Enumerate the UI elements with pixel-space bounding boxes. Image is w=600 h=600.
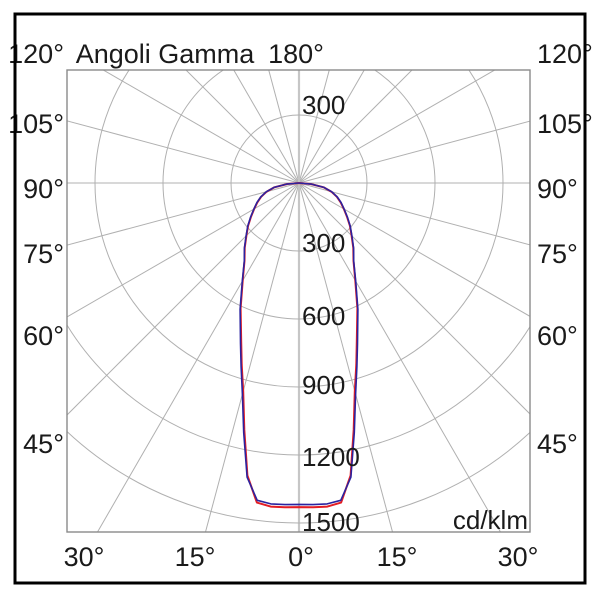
angle-label-left-60: 60° (23, 321, 64, 351)
angle-label-right-45: 45° (537, 429, 578, 459)
radial-label-1500: 1500 (302, 507, 360, 537)
unit-label: cd/klm (453, 505, 528, 535)
chart-title: Angoli Gamma (76, 39, 256, 69)
angle-label-right-90: 90° (537, 174, 578, 204)
angle-label-left-120: 120° (8, 39, 64, 69)
angle-label-right-60: 60° (537, 321, 578, 351)
outer-border (13, 12, 587, 585)
radial-label-900: 900 (302, 370, 345, 400)
angle-label-right-75: 75° (537, 239, 578, 269)
radial-label-1200: 1200 (302, 442, 360, 472)
angle-label-bottom-30L: 30° (64, 542, 105, 572)
radial-label-600: 600 (302, 301, 345, 331)
angle-label-left-105: 105° (8, 109, 64, 139)
radial-label-300: 300 (302, 228, 345, 258)
blue-curve (239, 182, 359, 506)
radial-label-300-top: 300 (302, 90, 345, 120)
top-angle-label: 180° (268, 39, 324, 69)
angle-label-bottom-0: 0° (288, 542, 314, 572)
angle-label-bottom-15L: 15° (175, 542, 216, 572)
angle-label-left-75: 75° (23, 239, 64, 269)
angle-label-left-45: 45° (23, 429, 64, 459)
plot-area-frame (66, 69, 531, 533)
intensity-curves (239, 182, 359, 509)
angle-label-left-90: 90° (23, 174, 64, 204)
angle-label-bottom-30R: 30° (498, 542, 539, 572)
angle-label-bottom-15R: 15° (377, 542, 418, 572)
